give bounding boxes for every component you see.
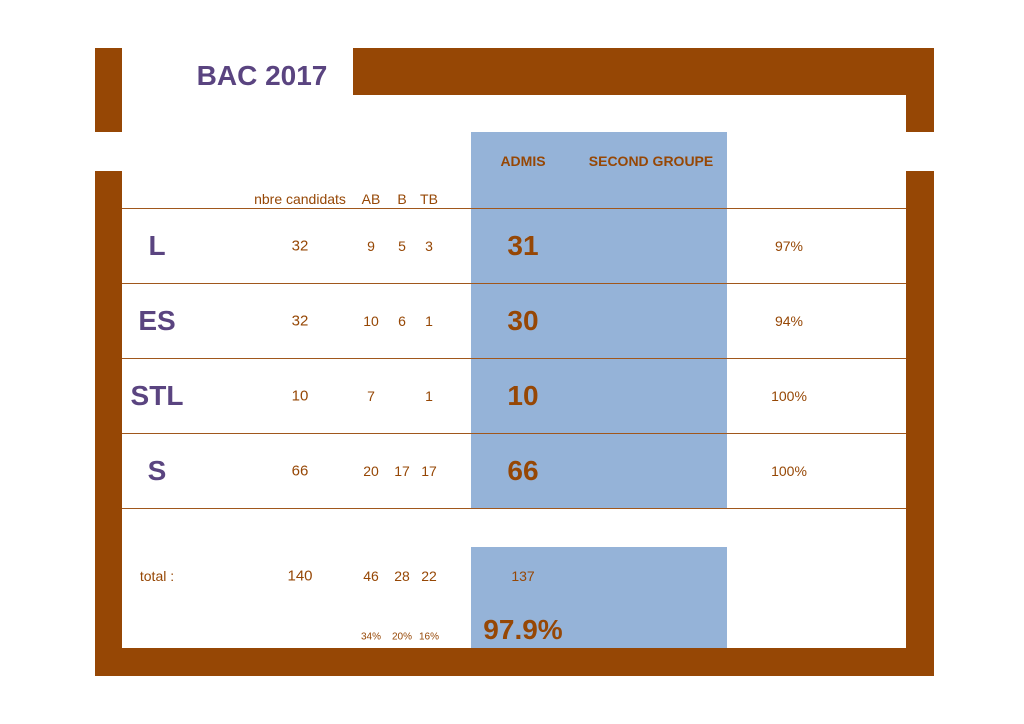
header-admis: ADMIS — [500, 153, 546, 169]
header-candidats: nbre candidats — [254, 191, 346, 207]
total-b: 28 — [394, 568, 410, 584]
row-tb: 1 — [425, 313, 433, 329]
row-b: 17 — [394, 463, 410, 479]
row-ab: 9 — [367, 238, 375, 254]
frame-right — [906, 171, 934, 676]
header-b: B — [397, 191, 407, 207]
row-serie: STL — [130, 380, 184, 411]
total-ab: 46 — [363, 568, 379, 584]
total-admis: 137 — [511, 568, 535, 584]
row-admis: 66 — [507, 455, 539, 486]
row-candidats: 32 — [291, 237, 309, 255]
row-admis: 31 — [507, 230, 539, 261]
page-title: BAC 2017 — [196, 60, 328, 91]
row-tb: 3 — [425, 238, 433, 254]
total-tb-pct: 16% — [418, 631, 440, 643]
header-ab: AB — [361, 191, 381, 207]
row-tb: 17 — [421, 463, 437, 479]
total-b-pct: 20% — [391, 631, 413, 643]
frame-right-top — [906, 48, 934, 132]
frame-left — [95, 171, 122, 676]
row-admis: 30 — [507, 305, 539, 336]
row-candidats: 10 — [291, 387, 309, 405]
row-ab: 7 — [367, 388, 375, 404]
row-candidats: 66 — [291, 462, 309, 480]
row-ab: 10 — [363, 313, 379, 329]
total-label: total : — [139, 568, 175, 584]
row-pct: 100% — [771, 388, 807, 404]
row-b: 5 — [398, 238, 406, 254]
admis-column — [471, 132, 727, 508]
row-pct: 100% — [771, 463, 807, 479]
row-pct: 97% — [774, 238, 804, 254]
divider — [122, 358, 906, 359]
divider — [122, 208, 906, 209]
row-tb: 1 — [425, 388, 433, 404]
row-serie: S — [147, 455, 167, 486]
divider — [122, 283, 906, 284]
row-b: 6 — [398, 313, 406, 329]
row-admis: 10 — [507, 380, 539, 411]
divider — [122, 508, 906, 509]
divider — [122, 433, 906, 434]
frame-bottom — [95, 648, 934, 676]
row-candidats: 32 — [291, 312, 309, 330]
frame-top — [353, 48, 934, 95]
row-serie: L — [148, 230, 166, 261]
row-serie: ES — [138, 305, 176, 336]
header-tb: TB — [420, 191, 438, 207]
row-pct: 94% — [774, 313, 804, 329]
total-admis-pct: 97.9% — [483, 614, 563, 645]
total-tb: 22 — [421, 568, 437, 584]
frame-left-top — [95, 48, 122, 132]
row-ab: 20 — [363, 463, 379, 479]
total-ab-pct: 34% — [360, 631, 382, 643]
total-candidats: 140 — [287, 567, 313, 585]
admis-total-box — [471, 547, 727, 648]
header-second-groupe: SECOND GROUPE — [588, 153, 714, 169]
